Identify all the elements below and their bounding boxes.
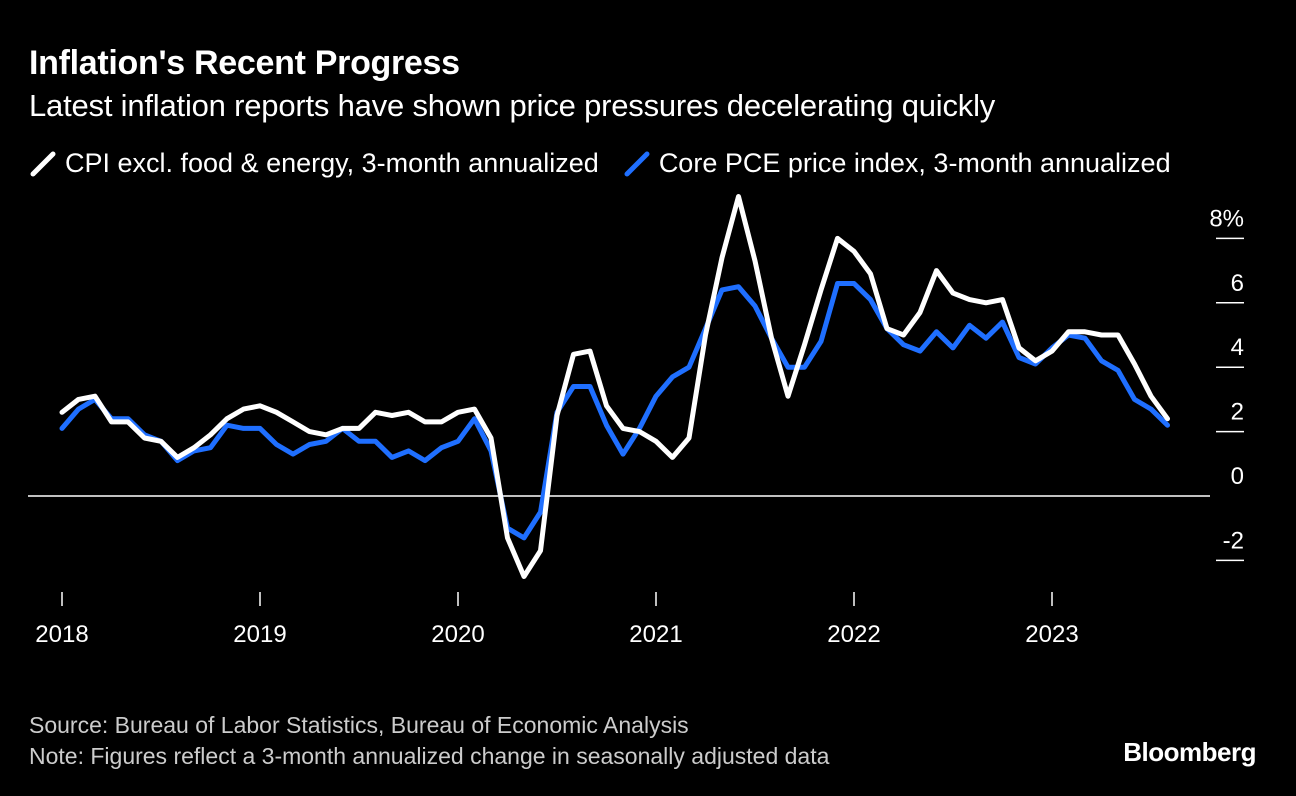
legend-item-pce: Core PCE price index, 3-month annualized [623, 148, 1171, 179]
bloomberg-logo: Bloomberg [1123, 737, 1256, 767]
x-tick-label: 2018 [35, 621, 88, 648]
x-tick-label: 2019 [233, 621, 286, 648]
source-note: Source: Bureau of Labor Statistics, Bure… [29, 712, 689, 738]
legend-item-cpi: CPI excl. food & energy, 3-month annuali… [29, 148, 599, 179]
y-tick-label: 0 [1231, 463, 1244, 490]
x-tick-label: 2021 [629, 621, 682, 648]
series-line-cpi [59, 194, 1170, 579]
footnote: Note: Figures reflect a 3-month annualiz… [29, 743, 830, 769]
legend-swatch-pce [624, 151, 650, 176]
y-tick-label: -2 [1223, 527, 1244, 554]
legend-swatch-cpi [30, 151, 56, 176]
legend-label-cpi: CPI excl. food & energy, 3-month annuali… [65, 148, 599, 178]
chart-subtitle: Latest inflation reports have shown pric… [29, 88, 996, 123]
y-tick-label: 6 [1231, 270, 1244, 297]
legend-label-pce: Core PCE price index, 3-month annualized [658, 148, 1171, 178]
y-tick-label: 4 [1231, 334, 1244, 361]
legend: CPI excl. food & energy, 3-month annuali… [29, 148, 1195, 179]
x-tick-label: 2020 [431, 621, 484, 648]
x-tick-label: 2023 [1025, 621, 1078, 648]
x-tick-label: 2022 [827, 621, 880, 648]
y-tick-label: 2 [1231, 399, 1244, 426]
chart-title: Inflation's Recent Progress [29, 44, 460, 82]
y-tick-label: 8% [1209, 205, 1244, 232]
series-line-pce [59, 281, 1170, 541]
